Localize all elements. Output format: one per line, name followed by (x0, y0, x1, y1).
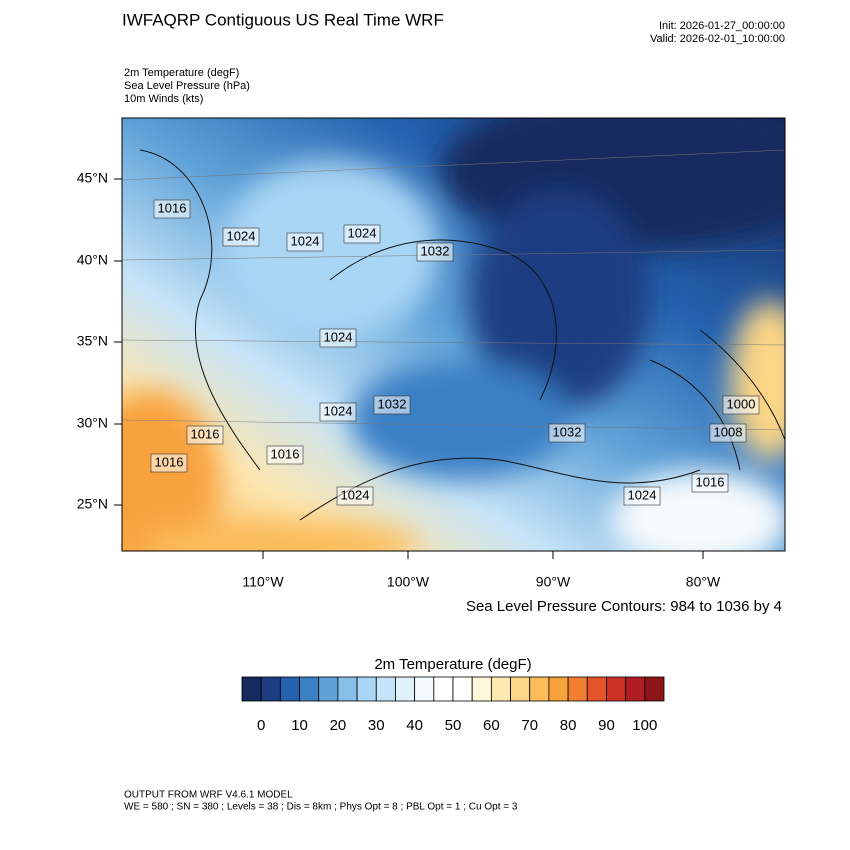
field-name: 2m Temperature (degF) (124, 67, 239, 79)
isobar-label: 1024 (227, 228, 256, 243)
isobar-label: 1024 (324, 329, 353, 344)
colorbar-label: 100 (632, 717, 657, 734)
colorbar-box (644, 676, 665, 702)
isobar-label: 1032 (553, 424, 582, 439)
colorbar-title: 2m Temperature (degF) (374, 656, 531, 673)
isobar-label-box (286, 232, 324, 252)
isobar-label-box (691, 473, 729, 493)
colorbar-label: 10 (291, 717, 308, 734)
lat-label: 25°N (77, 496, 108, 512)
isobar-label: 1016 (158, 200, 187, 215)
map-frame (121, 117, 786, 552)
colorbar-box (490, 676, 511, 702)
isobar-label-box (222, 227, 260, 247)
colorbar-label: 60 (483, 717, 500, 734)
isobar-label-box (709, 423, 747, 443)
isobar-label: 1024 (324, 403, 353, 418)
lon-label: 90°W (536, 574, 571, 590)
map-area (122, 118, 785, 551)
lat-label: 30°N (77, 415, 108, 431)
colorbar-box (414, 676, 435, 702)
colorbar-box (625, 676, 646, 702)
footer-line: OUTPUT FROM WRF V4.6.1 MODEL (124, 790, 293, 801)
footer-line: WE = 580 ; SN = 380 ; Levels = 38 ; Dis … (124, 802, 518, 813)
colorbar-box (471, 676, 492, 702)
colorbar-box (356, 676, 377, 702)
colorbar-box (452, 676, 473, 702)
colorbar-box (433, 676, 454, 702)
lon-label: 110°W (242, 574, 284, 590)
isobar-label: 1016 (271, 446, 300, 461)
colorbar-label: 0 (257, 717, 265, 734)
field-name: Sea Level Pressure (hPa) (124, 80, 250, 92)
isobar-label: 1016 (191, 426, 220, 441)
isobar-label-box (319, 328, 357, 348)
isobar-label-box (153, 199, 191, 219)
isobar-label-box (319, 402, 357, 422)
colorbar-box (395, 676, 416, 702)
lat-label: 45°N (77, 170, 108, 186)
colorbar-box (299, 676, 320, 702)
colorbar-box (279, 676, 300, 702)
isobar-label: 1016 (155, 454, 184, 469)
lat-label: 40°N (77, 252, 108, 268)
colorbar-box (337, 676, 358, 702)
colorbar-label: 80 (560, 717, 577, 734)
isobar-label: 1024 (348, 225, 377, 240)
isobar-label: 1024 (628, 487, 657, 502)
colorbar-box (241, 676, 262, 702)
isobar-label-box (722, 395, 760, 415)
isobar-label: 1008 (714, 424, 743, 439)
isobar-label-box (343, 224, 381, 244)
colorbar-box (318, 676, 339, 702)
isobar-label-box (548, 423, 586, 443)
isobar-label-box (186, 425, 224, 445)
colorbar-box (548, 676, 569, 702)
colorbar-label: 90 (598, 717, 615, 734)
isobar-label-box (336, 486, 374, 506)
isobar-label-box (623, 486, 661, 506)
isobar-label: 1032 (421, 243, 450, 258)
colorbar-label: 20 (330, 717, 347, 734)
isobar-label-box (373, 395, 411, 415)
colorbar-label: 50 (445, 717, 462, 734)
colorbar-box (510, 676, 531, 702)
lat-label: 35°N (77, 333, 108, 349)
lon-label: 100°W (387, 574, 430, 590)
colorbar-box (375, 676, 396, 702)
colorbar-label: 30 (368, 717, 385, 734)
isobar-label: 1032 (378, 396, 407, 411)
colorbar-box (567, 676, 588, 702)
valid-time: Valid: 2026-02-01_10:00:00 (650, 33, 785, 45)
lon-label: 80°W (686, 574, 721, 590)
colorbar-box (260, 676, 281, 702)
isobar-label-box (266, 445, 304, 465)
colorbar-box (606, 676, 627, 702)
isobar-label: 1016 (696, 474, 725, 489)
colorbar-label: 40 (406, 717, 423, 734)
contour-note: Sea Level Pressure Contours: 984 to 1036… (466, 598, 782, 615)
axis-ticks (114, 178, 704, 559)
isobar-label-box (416, 242, 454, 262)
field-name: 10m Winds (kts) (124, 93, 203, 105)
init-time: Init: 2026-01-27_00:00:00 (659, 20, 785, 32)
isobar-label: 1024 (341, 487, 370, 502)
colorbar-box (586, 676, 607, 702)
isobar-label-box (150, 453, 188, 473)
isobar-label: 1024 (291, 233, 320, 248)
title: IWFAQRP Contiguous US Real Time WRF (122, 10, 444, 29)
colorbar-box (529, 676, 550, 702)
colorbar-label: 70 (521, 717, 538, 734)
isobar-label: 1000 (727, 396, 756, 411)
